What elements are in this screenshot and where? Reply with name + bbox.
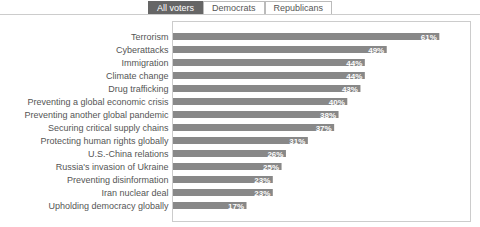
svg-text:31%: 31% <box>289 137 305 146</box>
html-text:All voters: All voters <box>157 3 194 13</box>
svg-text:23%: 23% <box>254 176 270 185</box>
svg-text:43%: 43% <box>342 85 358 94</box>
svg-text:Immigration: Immigration <box>121 58 168 68</box>
svg-text:44%: 44% <box>346 59 362 68</box>
svg-text:Upholding democracy globally: Upholding democracy globally <box>48 201 169 211</box>
svg-text:Cyberattacks: Cyberattacks <box>116 45 169 55</box>
svg-text:61%: 61% <box>421 33 437 42</box>
svg-text:23%: 23% <box>254 189 270 198</box>
svg-text:Preventing disinformation: Preventing disinformation <box>67 175 169 185</box>
svg-text:Russia's invasion of Ukraine: Russia's invasion of Ukraine <box>56 162 169 172</box>
svg-text:Climate change: Climate change <box>106 71 169 81</box>
svg-text:49%: 49% <box>368 46 384 55</box>
svg-text:Preventing a global economic c: Preventing a global economic crisis <box>27 97 169 107</box>
svg-text:26%: 26% <box>267 150 283 159</box>
svg-text:38%: 38% <box>320 111 336 120</box>
svg-text:25%: 25% <box>263 163 279 172</box>
svg-text:Drug trafficking: Drug trafficking <box>108 84 168 94</box>
svg-text:Securing critical supply chain: Securing critical supply chains <box>48 123 169 133</box>
html-text:Republicans: Republicans <box>273 3 323 13</box>
svg-text:Iran nuclear deal: Iran nuclear deal <box>101 188 168 198</box>
svg-text:Protecting human rights global: Protecting human rights globally <box>40 136 169 146</box>
svg-text:40%: 40% <box>329 98 345 107</box>
svg-text:Preventing another global pand: Preventing another global pandemic <box>24 110 169 120</box>
svg-text:U.S.-China relations: U.S.-China relations <box>88 149 169 159</box>
html-text:Democrats: Democrats <box>212 3 256 13</box>
svg-text:17%: 17% <box>228 202 244 211</box>
svg-text:44%: 44% <box>346 72 362 81</box>
svg-text:37%: 37% <box>316 124 332 133</box>
svg-text:Terrorism: Terrorism <box>131 32 169 42</box>
